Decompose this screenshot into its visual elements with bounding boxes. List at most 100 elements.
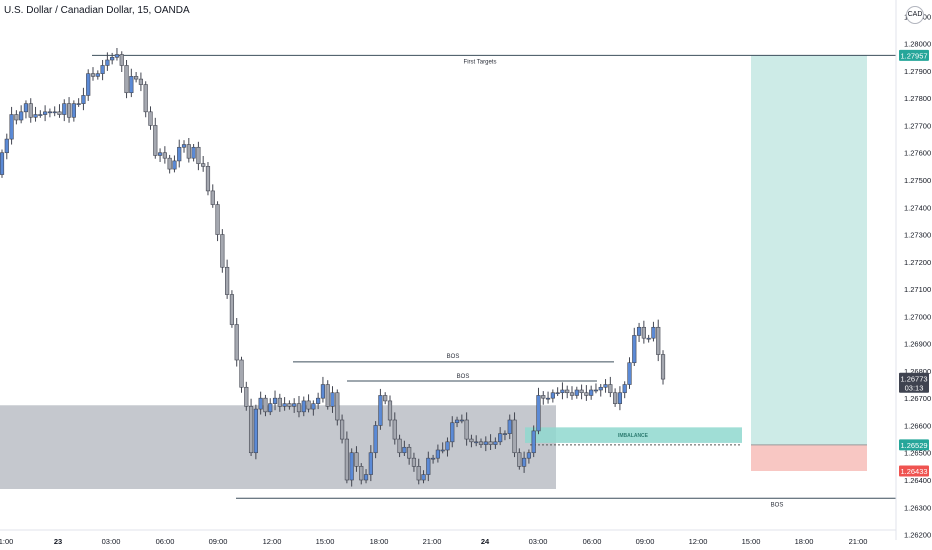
candle[interactable] <box>143 81 148 118</box>
candle[interactable] <box>57 104 62 118</box>
candle[interactable] <box>325 380 330 410</box>
candle[interactable] <box>598 384 603 397</box>
candle[interactable] <box>148 106 153 130</box>
candle[interactable] <box>407 444 412 465</box>
candle[interactable] <box>177 139 182 168</box>
candle[interactable] <box>579 384 584 400</box>
candle[interactable] <box>469 434 474 448</box>
candle[interactable] <box>488 434 493 450</box>
candle[interactable] <box>66 97 72 123</box>
candle[interactable] <box>138 72 144 92</box>
candle[interactable] <box>541 391 546 405</box>
candle[interactable] <box>272 390 278 411</box>
candle[interactable] <box>86 69 91 101</box>
candle[interactable] <box>215 201 220 242</box>
candle[interactable] <box>186 138 191 163</box>
candle[interactable] <box>392 412 397 445</box>
candle[interactable] <box>646 334 651 343</box>
candle[interactable] <box>411 452 417 472</box>
candle[interactable] <box>483 436 488 452</box>
candle[interactable] <box>43 105 48 122</box>
candle[interactable] <box>426 451 431 482</box>
candle[interactable] <box>445 437 450 457</box>
candle[interactable] <box>339 414 345 444</box>
candle[interactable] <box>124 60 129 99</box>
candle[interactable] <box>172 155 177 173</box>
candle[interactable] <box>330 386 335 413</box>
candle[interactable] <box>196 141 201 171</box>
candle[interactable] <box>205 162 211 196</box>
candle[interactable] <box>282 397 287 411</box>
price-label-tag[interactable]: 1.26433 <box>899 465 929 477</box>
candle[interactable] <box>335 389 340 426</box>
candle[interactable] <box>378 388 383 430</box>
candle[interactable] <box>201 156 206 172</box>
candle[interactable] <box>430 454 436 464</box>
candle[interactable] <box>421 470 426 484</box>
candle[interactable] <box>397 434 402 458</box>
candle[interactable] <box>507 414 512 440</box>
candle[interactable] <box>359 463 364 485</box>
candle[interactable] <box>603 379 608 393</box>
range-box[interactable] <box>0 405 556 489</box>
candle[interactable] <box>478 438 484 448</box>
candle[interactable] <box>565 385 570 399</box>
candle[interactable] <box>162 146 167 164</box>
candle[interactable] <box>277 393 282 412</box>
candle[interactable] <box>38 110 43 118</box>
currency-badge[interactable]: CAD <box>906 6 924 24</box>
candle[interactable] <box>512 412 517 458</box>
candle[interactable] <box>474 435 479 447</box>
candle[interactable] <box>387 395 393 427</box>
candle[interactable] <box>225 259 230 299</box>
candle[interactable] <box>47 108 52 118</box>
candle[interactable] <box>373 421 378 459</box>
candle[interactable] <box>33 106 38 122</box>
candle[interactable] <box>28 98 33 123</box>
candle[interactable] <box>416 458 421 485</box>
candle[interactable] <box>344 431 349 484</box>
candle[interactable] <box>622 381 627 399</box>
candle[interactable] <box>292 398 297 413</box>
candle[interactable] <box>210 184 215 208</box>
candle[interactable] <box>110 52 115 65</box>
candle[interactable] <box>402 440 407 456</box>
candle[interactable] <box>627 357 632 389</box>
candle[interactable] <box>464 412 469 446</box>
candle[interactable] <box>95 70 100 80</box>
candle[interactable] <box>0 149 5 178</box>
candle[interactable] <box>258 391 263 415</box>
candle[interactable] <box>9 106 14 145</box>
imbalance-box[interactable] <box>525 427 742 443</box>
candle[interactable] <box>522 451 527 473</box>
candle[interactable] <box>191 144 196 162</box>
candle[interactable] <box>287 400 292 410</box>
candle[interactable] <box>253 404 258 460</box>
candle[interactable] <box>105 52 110 71</box>
candle[interactable] <box>450 416 455 448</box>
candle[interactable] <box>316 392 321 410</box>
candle[interactable] <box>531 425 536 458</box>
candle[interactable] <box>454 416 460 428</box>
candle[interactable] <box>349 448 354 487</box>
candle[interactable] <box>569 386 575 400</box>
candle[interactable] <box>244 381 249 411</box>
candle[interactable] <box>354 446 359 472</box>
candle[interactable] <box>651 321 656 342</box>
candle[interactable] <box>100 60 105 81</box>
candle[interactable] <box>560 382 565 400</box>
candle[interactable] <box>545 391 551 404</box>
candle[interactable] <box>306 394 311 413</box>
candle[interactable] <box>656 319 661 362</box>
price-label-tag[interactable]: 1.26529 <box>899 439 929 451</box>
candle[interactable] <box>632 327 637 366</box>
candle[interactable] <box>502 430 508 441</box>
candle[interactable] <box>383 392 388 405</box>
candle[interactable] <box>363 469 369 484</box>
candle[interactable] <box>617 386 623 411</box>
candle[interactable] <box>157 148 163 162</box>
candle[interactable] <box>167 154 172 174</box>
candle[interactable] <box>129 68 134 98</box>
